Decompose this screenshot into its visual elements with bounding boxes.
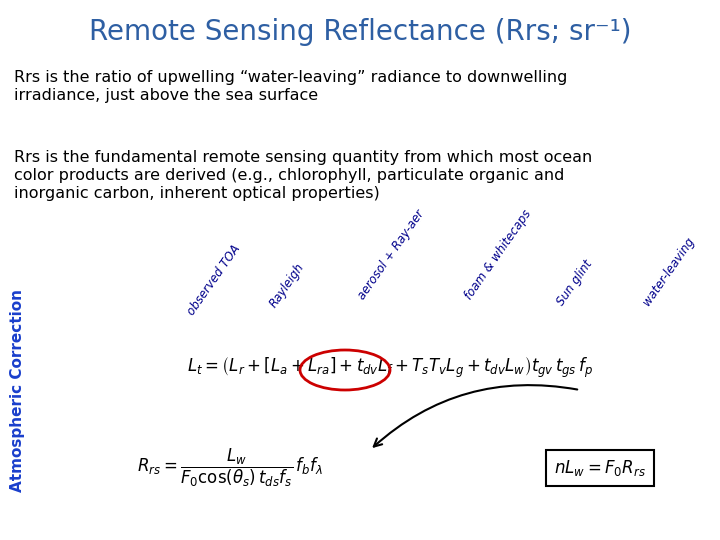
Text: Atmospheric Correction: Atmospheric Correction (11, 288, 25, 491)
Text: irradiance, just above the sea surface: irradiance, just above the sea surface (14, 88, 318, 103)
Text: foam & whitecaps: foam & whitecaps (462, 207, 534, 302)
Text: aerosol + Ray-aer: aerosol + Ray-aer (355, 207, 426, 302)
Text: Sun glint: Sun glint (554, 258, 595, 308)
Text: inorganic carbon, inherent optical properties): inorganic carbon, inherent optical prope… (14, 186, 379, 201)
FancyArrowPatch shape (374, 385, 577, 447)
Text: Rrs is the fundamental remote sensing quantity from which most ocean: Rrs is the fundamental remote sensing qu… (14, 150, 593, 165)
Text: $R_{rs}=\dfrac{L_w}{F_0\cos(\theta_s)\,t_{ds}f_s}\,f_b f_\lambda$: $R_{rs}=\dfrac{L_w}{F_0\cos(\theta_s)\,t… (137, 447, 323, 489)
Text: color products are derived (e.g., chlorophyll, particulate organic and: color products are derived (e.g., chloro… (14, 168, 564, 183)
Text: Remote Sensing Reflectance (Rrs; sr⁻¹): Remote Sensing Reflectance (Rrs; sr⁻¹) (89, 18, 631, 46)
Text: $L_t=\left(L_r+\left[L_a+L_{ra}\right]+t_{dv}L_f+T_sT_vL_g+t_{dv}L_w\right)t_{gv: $L_t=\left(L_r+\left[L_a+L_{ra}\right]+t… (187, 356, 593, 380)
Text: $nL_w=F_0R_{rs}$: $nL_w=F_0R_{rs}$ (554, 458, 646, 478)
Text: Rrs is the ratio of upwelling “water-leaving” radiance to downwelling: Rrs is the ratio of upwelling “water-lea… (14, 70, 567, 85)
Text: water-leaving: water-leaving (640, 235, 697, 308)
Text: Rayleigh: Rayleigh (267, 261, 307, 310)
Text: observed TOA: observed TOA (185, 242, 243, 318)
